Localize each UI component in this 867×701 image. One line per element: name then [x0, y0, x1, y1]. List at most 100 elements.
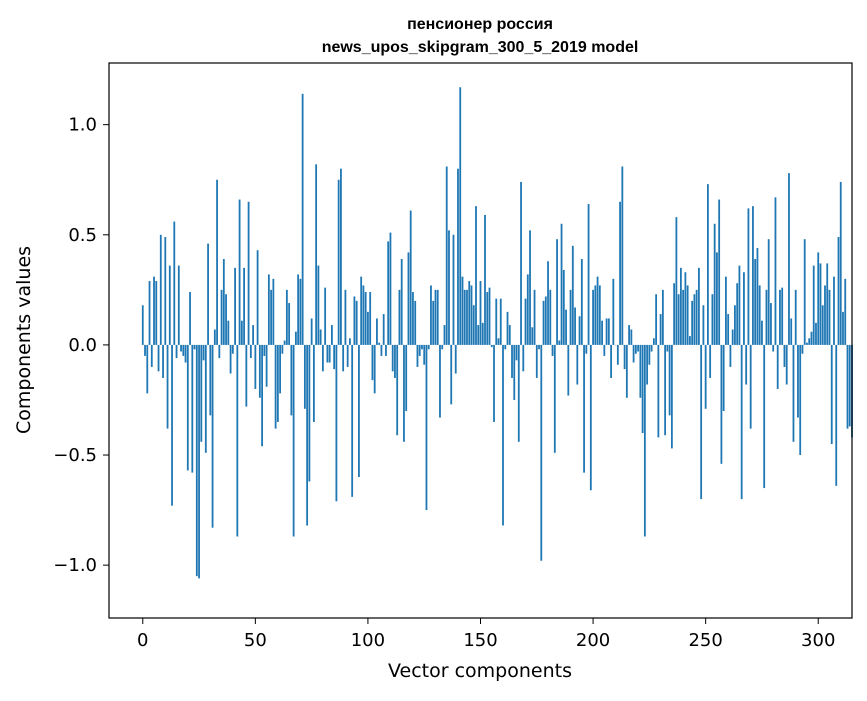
bar-160 [502, 345, 504, 526]
bar-112 [394, 345, 396, 378]
bar-16 [178, 266, 180, 345]
bar-291 [797, 345, 799, 418]
bar-181 [549, 290, 551, 345]
chart-title: пенсионер россия [407, 16, 553, 33]
bar-277 [766, 290, 768, 345]
y-tick-label: 1.0 [68, 115, 97, 136]
bar-88 [340, 169, 342, 345]
bar-175 [536, 345, 538, 378]
bar-188 [565, 310, 567, 345]
bar-278 [768, 239, 770, 345]
bar-126 [426, 345, 428, 510]
bar-140 [457, 169, 459, 345]
bar-35 [221, 290, 223, 345]
bar-149 [477, 325, 479, 345]
bar-144 [466, 290, 468, 345]
bar-122 [417, 345, 419, 367]
bar-182 [552, 345, 554, 356]
bar-153 [486, 292, 488, 345]
bar-225 [648, 345, 650, 365]
bar-77 [315, 164, 317, 345]
bar-151 [482, 323, 484, 345]
bar-42 [236, 345, 238, 537]
bar-33 [216, 180, 218, 345]
bar-22 [191, 345, 193, 473]
bar-85 [333, 345, 335, 369]
x-tick-label: 50 [244, 630, 267, 651]
bar-307 [833, 277, 835, 345]
bar-50 [254, 345, 256, 389]
bar-123 [419, 345, 421, 356]
bar-23 [194, 345, 196, 349]
bar-54 [263, 345, 265, 356]
bar-243 [689, 336, 691, 345]
bar-125 [423, 345, 425, 365]
bar-134 [444, 325, 446, 345]
bar-107 [383, 314, 385, 345]
bar-289 [793, 345, 795, 442]
bar-93 [351, 345, 353, 497]
bar-230 [660, 314, 662, 345]
bar-15 [176, 345, 178, 358]
bar-173 [531, 327, 533, 345]
bar-201 [594, 285, 596, 344]
bar-196 [583, 345, 585, 473]
bar-83 [329, 345, 331, 363]
bar-47 [248, 202, 250, 345]
bar-170 [525, 299, 527, 345]
bar-185 [558, 341, 560, 345]
y-tick-label: −0.5 [53, 445, 97, 466]
bar-64 [286, 290, 288, 345]
bar-163 [509, 325, 511, 345]
bar-260 [727, 314, 729, 345]
bar-172 [529, 230, 531, 345]
bar-12 [169, 266, 171, 345]
bar-68 [295, 332, 297, 345]
bar-253 [712, 294, 714, 345]
bar-39 [230, 345, 232, 374]
bar-127 [428, 345, 430, 349]
bar-147 [473, 305, 475, 345]
bar-302 [822, 305, 824, 345]
bar-171 [527, 274, 529, 344]
bar-192 [574, 307, 576, 344]
bar-206 [606, 318, 608, 344]
bar-99 [365, 292, 367, 345]
bar-56 [268, 274, 270, 344]
bar-264 [736, 283, 738, 345]
x-tick-label: 200 [576, 630, 610, 651]
y-tick-label: −1.0 [53, 555, 97, 576]
bar-28 [205, 345, 207, 453]
bar-76 [313, 345, 315, 422]
bar-129 [432, 301, 434, 345]
bar-220 [637, 345, 639, 352]
bar-178 [543, 301, 545, 345]
bar-257 [721, 345, 723, 464]
bar-164 [511, 345, 513, 378]
bar-203 [599, 285, 601, 344]
bar-242 [687, 285, 689, 344]
bar-245 [693, 294, 695, 345]
bar-8 [160, 235, 162, 345]
bar-191 [572, 246, 574, 345]
bar-148 [475, 206, 477, 345]
bar-305 [829, 290, 831, 345]
bar-63 [284, 341, 286, 345]
bar-139 [455, 345, 457, 374]
bar-100 [367, 312, 369, 345]
bar-48 [250, 345, 252, 358]
bar-3 [149, 281, 151, 345]
bar-285 [784, 345, 786, 367]
bar-272 [754, 259, 756, 345]
y-tick-label: 0.0 [68, 335, 97, 356]
bar-18 [182, 345, 184, 356]
bar-73 [306, 345, 308, 526]
bar-159 [500, 299, 502, 345]
bar-44 [241, 321, 243, 345]
bar-314 [849, 345, 851, 426]
bar-300 [817, 252, 819, 345]
bar-87 [338, 180, 340, 345]
bar-0 [142, 305, 144, 345]
bar-268 [745, 345, 747, 385]
bar-142 [462, 277, 464, 345]
